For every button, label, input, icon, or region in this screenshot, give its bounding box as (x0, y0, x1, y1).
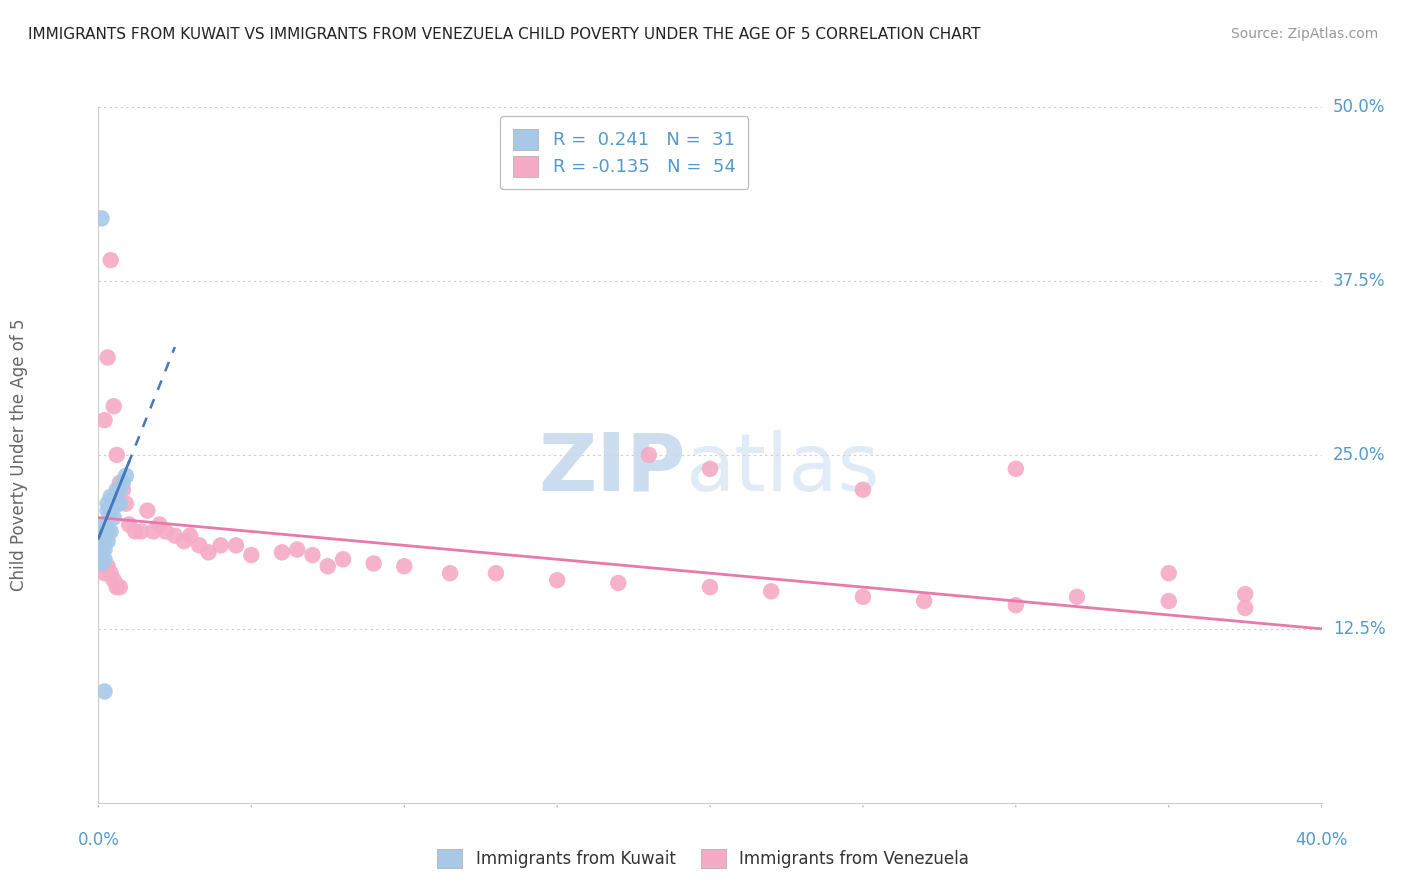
Point (105, 580, 128, 594)
Point (97, 534, 120, 549)
Point (912, 594, 935, 608)
Point (142, 524, 165, 539)
Point (1234, 601, 1257, 615)
Point (1004, 598, 1026, 612)
Point (188, 538, 211, 552)
Point (100, 566, 122, 581)
Point (105, 448, 128, 462)
Point (546, 573, 568, 587)
Point (93, 413, 115, 427)
Point (129, 524, 152, 539)
Point (97, 559, 120, 574)
Text: 37.5%: 37.5% (1333, 272, 1385, 290)
Point (118, 517, 141, 532)
Text: IMMIGRANTS FROM KUWAIT VS IMMIGRANTS FROM VENEZUELA CHILD POVERTY UNDER THE AGE : IMMIGRANTS FROM KUWAIT VS IMMIGRANTS FRO… (28, 27, 980, 42)
Point (103, 510, 125, 524)
Point (124, 524, 146, 539)
Point (485, 566, 508, 581)
Point (97, 351, 120, 365)
Point (90, 545, 112, 559)
Point (90, 552, 112, 566)
Text: Child Poverty Under the Age of 5: Child Poverty Under the Age of 5 (10, 318, 28, 591)
Point (136, 503, 159, 517)
Point (93, 534, 115, 549)
Text: atlas: atlas (686, 430, 880, 508)
Point (149, 517, 172, 532)
Point (759, 584, 782, 599)
Point (852, 590, 875, 604)
Point (93, 528, 115, 542)
Point (332, 552, 354, 566)
Point (392, 559, 416, 574)
Text: 40.0%: 40.0% (1295, 830, 1348, 848)
Point (103, 573, 125, 587)
Point (97, 524, 120, 539)
Text: 50.0%: 50.0% (1333, 98, 1385, 116)
Point (1066, 590, 1088, 604)
Point (97, 497, 120, 511)
Point (93, 524, 115, 539)
Point (111, 475, 134, 490)
Point (1157, 594, 1180, 608)
Legend: Immigrants from Kuwait, Immigrants from Venezuela: Immigrants from Kuwait, Immigrants from … (430, 842, 976, 875)
Point (100, 503, 122, 517)
Text: 0.0%: 0.0% (77, 830, 120, 848)
Point (90, 532, 112, 546)
Point (1004, 462, 1026, 476)
Point (115, 497, 138, 511)
Point (103, 492, 125, 507)
Point (90, 524, 112, 539)
Point (607, 576, 630, 591)
Point (155, 524, 177, 539)
Text: 12.5%: 12.5% (1333, 620, 1385, 638)
Legend: R =  0.241   N =  31, R = -0.135   N =  54: R = 0.241 N = 31, R = -0.135 N = 54 (501, 116, 748, 189)
Point (316, 559, 339, 574)
Point (115, 468, 138, 483)
Point (108, 483, 131, 497)
Point (90, 557, 112, 571)
Point (108, 580, 131, 594)
Point (93, 566, 115, 581)
Point (225, 538, 247, 552)
Point (240, 548, 263, 562)
Point (852, 483, 875, 497)
Point (100, 524, 122, 539)
Point (108, 497, 131, 511)
Point (301, 548, 323, 562)
Point (90, 538, 112, 552)
Point (1234, 587, 1257, 601)
Point (93, 542, 115, 557)
Point (285, 542, 308, 557)
Text: Source: ZipAtlas.com: Source: ZipAtlas.com (1230, 27, 1378, 41)
Point (90, 548, 112, 562)
Point (197, 545, 219, 559)
Point (111, 483, 134, 497)
Point (179, 528, 201, 542)
Point (439, 566, 461, 581)
Point (1157, 566, 1180, 581)
Point (699, 580, 721, 594)
Point (97, 503, 120, 517)
Point (103, 497, 125, 511)
Point (173, 534, 195, 549)
Point (100, 253, 122, 268)
Point (108, 475, 131, 490)
Point (699, 462, 721, 476)
Point (105, 483, 128, 497)
Point (637, 448, 661, 462)
Point (103, 399, 125, 413)
Point (93, 552, 115, 566)
Point (270, 545, 292, 559)
Text: 25.0%: 25.0% (1333, 446, 1385, 464)
Point (93, 684, 115, 698)
Point (105, 497, 128, 511)
Point (90, 211, 112, 226)
Point (93, 517, 115, 532)
Point (100, 490, 122, 504)
Point (363, 557, 385, 571)
Point (163, 528, 186, 542)
Text: ZIP: ZIP (538, 430, 686, 508)
Point (209, 538, 232, 552)
